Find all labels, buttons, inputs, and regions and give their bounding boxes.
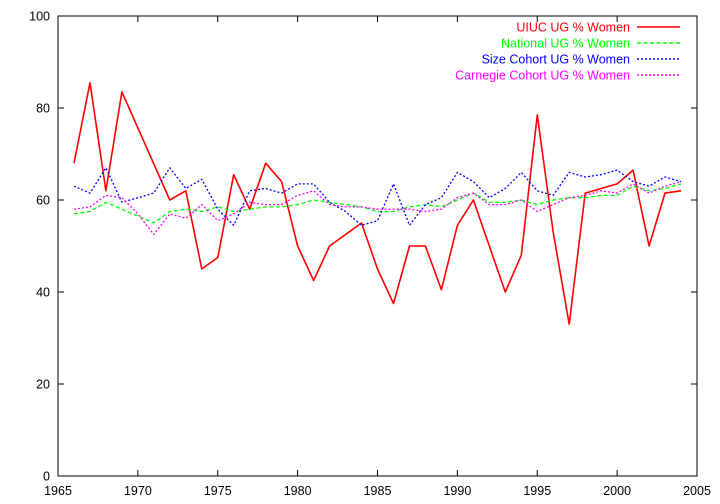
x-tick-label: 1995 [523, 484, 551, 498]
legend-label: Size Cohort UG % Women [482, 53, 630, 67]
legend-label: National UG % Women [501, 37, 630, 51]
x-tick-label: 1975 [204, 484, 232, 498]
axes-layer: 1965 1970 1975 1980 1985 1990 1995 2000 2005 0 20 4… [29, 10, 711, 499]
x-tick-label: 1990 [443, 484, 471, 498]
series-line-1 [73, 183, 682, 224]
legend-label: UIUC UG % Women [516, 21, 630, 35]
x-tick-label: 1965 [44, 484, 72, 498]
y-tick-label: 60 [36, 194, 50, 208]
legend: UIUC UG % Women National UG % Women Size C… [455, 21, 680, 83]
y-tick-label: 0 [43, 470, 50, 484]
legend-label: Carnegie Cohort UG % Women [455, 69, 630, 83]
x-tick-label: 1980 [284, 484, 312, 498]
y-tick-label: 100 [29, 10, 50, 24]
series-line-2 [73, 167, 682, 226]
series-line-3 [73, 180, 682, 236]
x-tick-label: 1985 [364, 484, 392, 498]
y-tick-label: 40 [36, 286, 50, 300]
y-tick-label: 80 [36, 102, 50, 116]
plot-frame [57, 15, 698, 477]
series-layer [73, 81, 682, 326]
x-tick-label: 1970 [124, 484, 152, 498]
series-line-0 [73, 81, 682, 326]
x-tick-label: 2005 [683, 484, 711, 498]
y-tick-label: 20 [36, 378, 50, 392]
x-tick-label: 2000 [603, 484, 631, 498]
